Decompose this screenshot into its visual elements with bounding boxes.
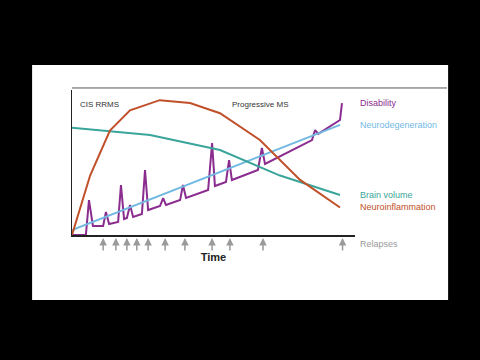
svg-text:Time: Time (201, 251, 226, 263)
svg-text:Neuroinflammation: Neuroinflammation (360, 202, 436, 212)
svg-text:Disability: Disability (360, 98, 397, 108)
svg-text:Progressive MS: Progressive MS (232, 100, 288, 109)
svg-text:Neurodegeneration: Neurodegeneration (360, 120, 437, 130)
svg-text:Relapses: Relapses (360, 239, 398, 249)
svg-text:Brain volume: Brain volume (360, 190, 413, 200)
svg-text:CIS RRMS: CIS RRMS (80, 100, 119, 109)
